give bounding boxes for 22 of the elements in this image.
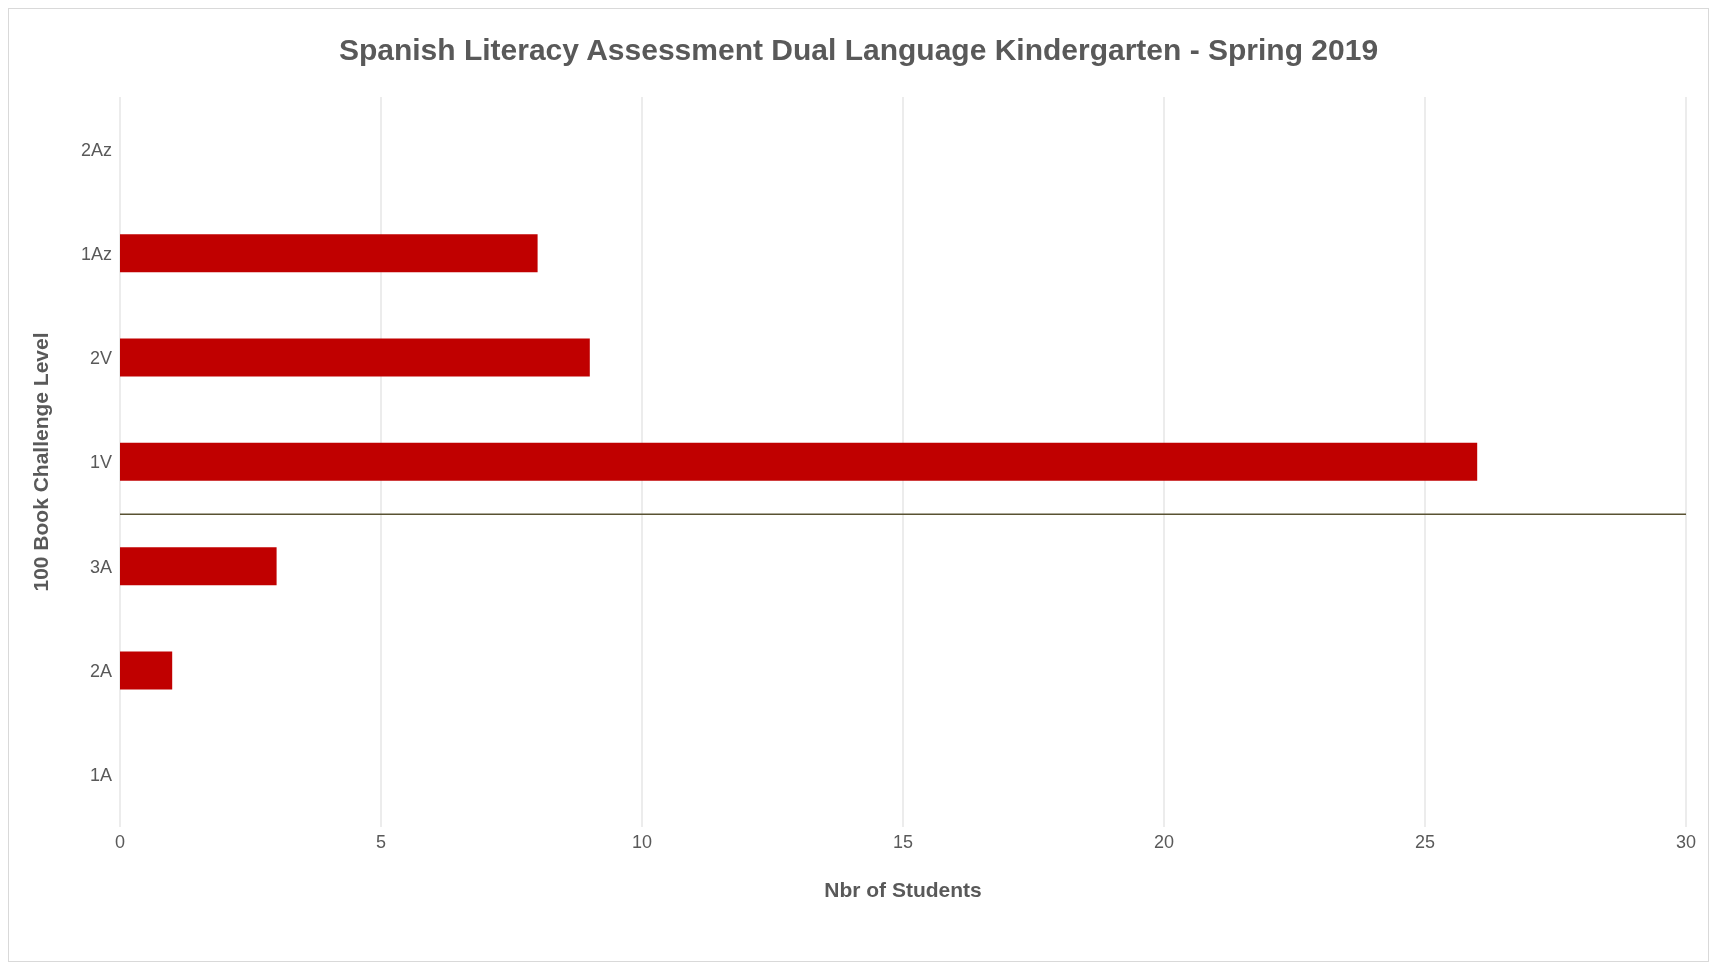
y-axis-title: 100 Book Challenge Level: [29, 332, 53, 592]
bar: [120, 442, 1478, 481]
x-tick-label: 25: [1414, 831, 1436, 852]
x-tick-label: 5: [375, 831, 387, 852]
y-tick-label: 2V: [89, 348, 112, 369]
x-axis-title: Nbr of Students: [824, 878, 982, 901]
x-tick-label: 0: [114, 831, 126, 852]
bar: [120, 547, 277, 586]
x-tick-label: 30: [1675, 831, 1697, 852]
bar: [120, 234, 538, 273]
x-tick-label: 15: [892, 831, 914, 852]
x-tick-label: 10: [631, 831, 653, 852]
bar: [120, 651, 173, 690]
y-tick-label: 2A: [89, 660, 112, 681]
y-tick-label: 1Az: [80, 243, 112, 264]
y-tick-label: 1A: [89, 765, 112, 786]
chart-title: Spanish Literacy Assessment Dual Language Kindergarten - Spring 2019: [337, 33, 1380, 67]
y-tick-label: 1V: [89, 452, 112, 473]
y-tick-label: 2Az: [80, 139, 112, 160]
x-tick-label: 20: [1153, 831, 1175, 852]
bar: [120, 338, 590, 377]
y-tick-label: 3A: [89, 556, 112, 577]
